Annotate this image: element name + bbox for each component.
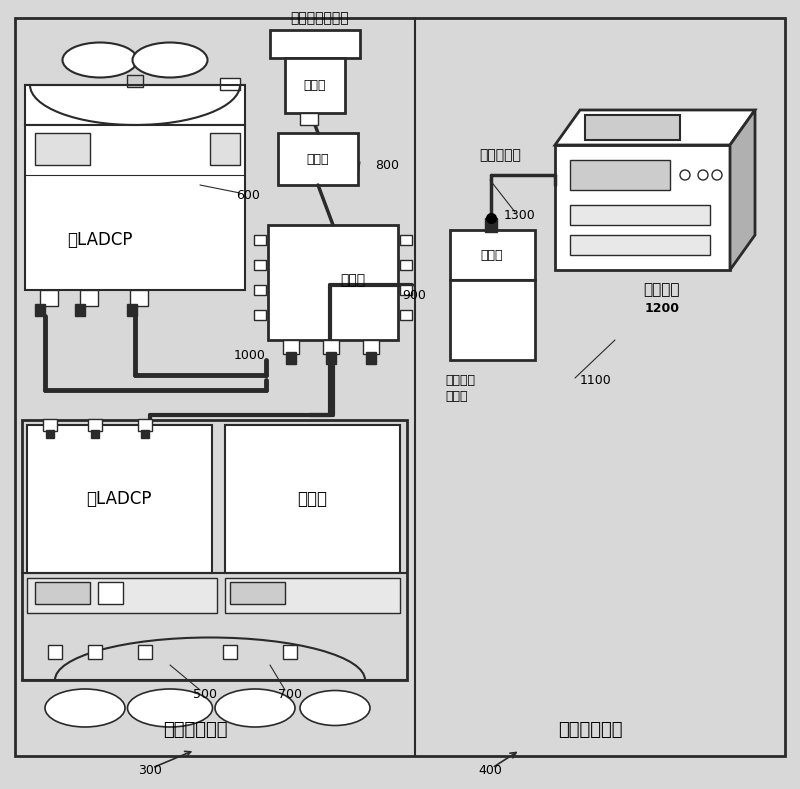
Bar	[254, 260, 266, 270]
Text: 1200: 1200	[645, 301, 679, 315]
Bar	[88, 419, 102, 431]
Text: 发射机: 发射机	[306, 152, 330, 166]
Bar	[210, 133, 240, 165]
Text: 500: 500	[193, 689, 217, 701]
Text: 水声通信: 水声通信	[445, 373, 475, 387]
Ellipse shape	[698, 170, 708, 180]
Bar	[326, 352, 336, 364]
Bar	[283, 645, 297, 659]
Bar	[400, 235, 412, 245]
Bar	[91, 430, 99, 438]
Bar	[48, 645, 62, 659]
Bar	[223, 645, 237, 659]
Bar	[35, 133, 90, 165]
Text: 水声通信换能器: 水声通信换能器	[290, 11, 350, 25]
Text: 800: 800	[375, 159, 399, 171]
Ellipse shape	[680, 170, 690, 180]
Text: 换能器: 换能器	[445, 390, 467, 402]
Bar	[585, 115, 680, 140]
Bar	[35, 582, 90, 604]
Bar	[363, 340, 379, 354]
Bar	[268, 225, 398, 340]
Bar	[127, 304, 137, 316]
Bar	[570, 205, 710, 225]
Bar	[254, 235, 266, 245]
Text: 接收机: 接收机	[481, 249, 503, 261]
Bar	[88, 645, 102, 659]
Bar	[400, 285, 412, 295]
Ellipse shape	[45, 689, 125, 727]
Bar	[27, 578, 217, 613]
Text: 水面遥测设备: 水面遥测设备	[558, 721, 622, 739]
Text: 900: 900	[402, 289, 426, 301]
Text: 电池舱: 电池舱	[297, 490, 327, 508]
Bar	[127, 75, 143, 87]
Bar	[323, 340, 339, 354]
Bar	[225, 425, 400, 573]
Text: 从LADCP: 从LADCP	[67, 231, 133, 249]
Bar	[25, 125, 245, 290]
Bar	[141, 430, 149, 438]
Bar	[570, 160, 670, 190]
Bar	[400, 260, 412, 270]
Bar	[283, 340, 299, 354]
Ellipse shape	[215, 689, 295, 727]
Text: 1300: 1300	[504, 208, 536, 222]
Bar	[22, 420, 407, 680]
Bar	[138, 645, 152, 659]
Bar	[570, 235, 710, 255]
Bar	[35, 304, 45, 316]
Bar	[555, 145, 730, 270]
Text: 400: 400	[478, 764, 502, 776]
Polygon shape	[555, 110, 755, 145]
Bar	[220, 78, 240, 90]
Bar	[366, 352, 376, 364]
Ellipse shape	[62, 43, 138, 77]
Bar	[80, 290, 98, 306]
Text: 发射机: 发射机	[304, 78, 326, 92]
Bar	[285, 58, 345, 113]
Bar	[254, 310, 266, 320]
Bar	[300, 113, 318, 125]
Bar	[75, 304, 85, 316]
Ellipse shape	[127, 689, 213, 727]
Text: 主LADCP: 主LADCP	[86, 490, 152, 508]
Ellipse shape	[712, 170, 722, 180]
Bar	[130, 290, 148, 306]
Bar	[286, 352, 296, 364]
Text: 水下主体部分: 水下主体部分	[162, 721, 227, 739]
Bar	[225, 578, 400, 613]
Text: 600: 600	[236, 189, 260, 201]
Text: 凯芙拉电缆: 凯芙拉电缆	[479, 148, 521, 162]
Text: 甲板单元: 甲板单元	[644, 282, 680, 297]
Text: 700: 700	[278, 689, 302, 701]
Polygon shape	[730, 110, 755, 270]
Bar	[450, 280, 535, 360]
Bar	[43, 419, 57, 431]
Text: 接线盒: 接线盒	[341, 273, 366, 287]
Bar	[485, 218, 497, 232]
Bar	[278, 133, 358, 185]
Ellipse shape	[300, 690, 370, 726]
Bar	[400, 310, 412, 320]
Bar	[254, 285, 266, 295]
Bar	[138, 419, 152, 431]
Ellipse shape	[133, 43, 207, 77]
Bar	[270, 30, 360, 58]
Text: 1000: 1000	[234, 349, 266, 361]
Bar	[230, 582, 285, 604]
Text: 300: 300	[138, 764, 162, 776]
Bar	[98, 582, 123, 604]
Bar	[25, 85, 245, 125]
Bar	[27, 425, 212, 573]
Bar	[450, 230, 535, 280]
Text: 1100: 1100	[580, 373, 612, 387]
Bar	[46, 430, 54, 438]
Bar	[40, 290, 58, 306]
